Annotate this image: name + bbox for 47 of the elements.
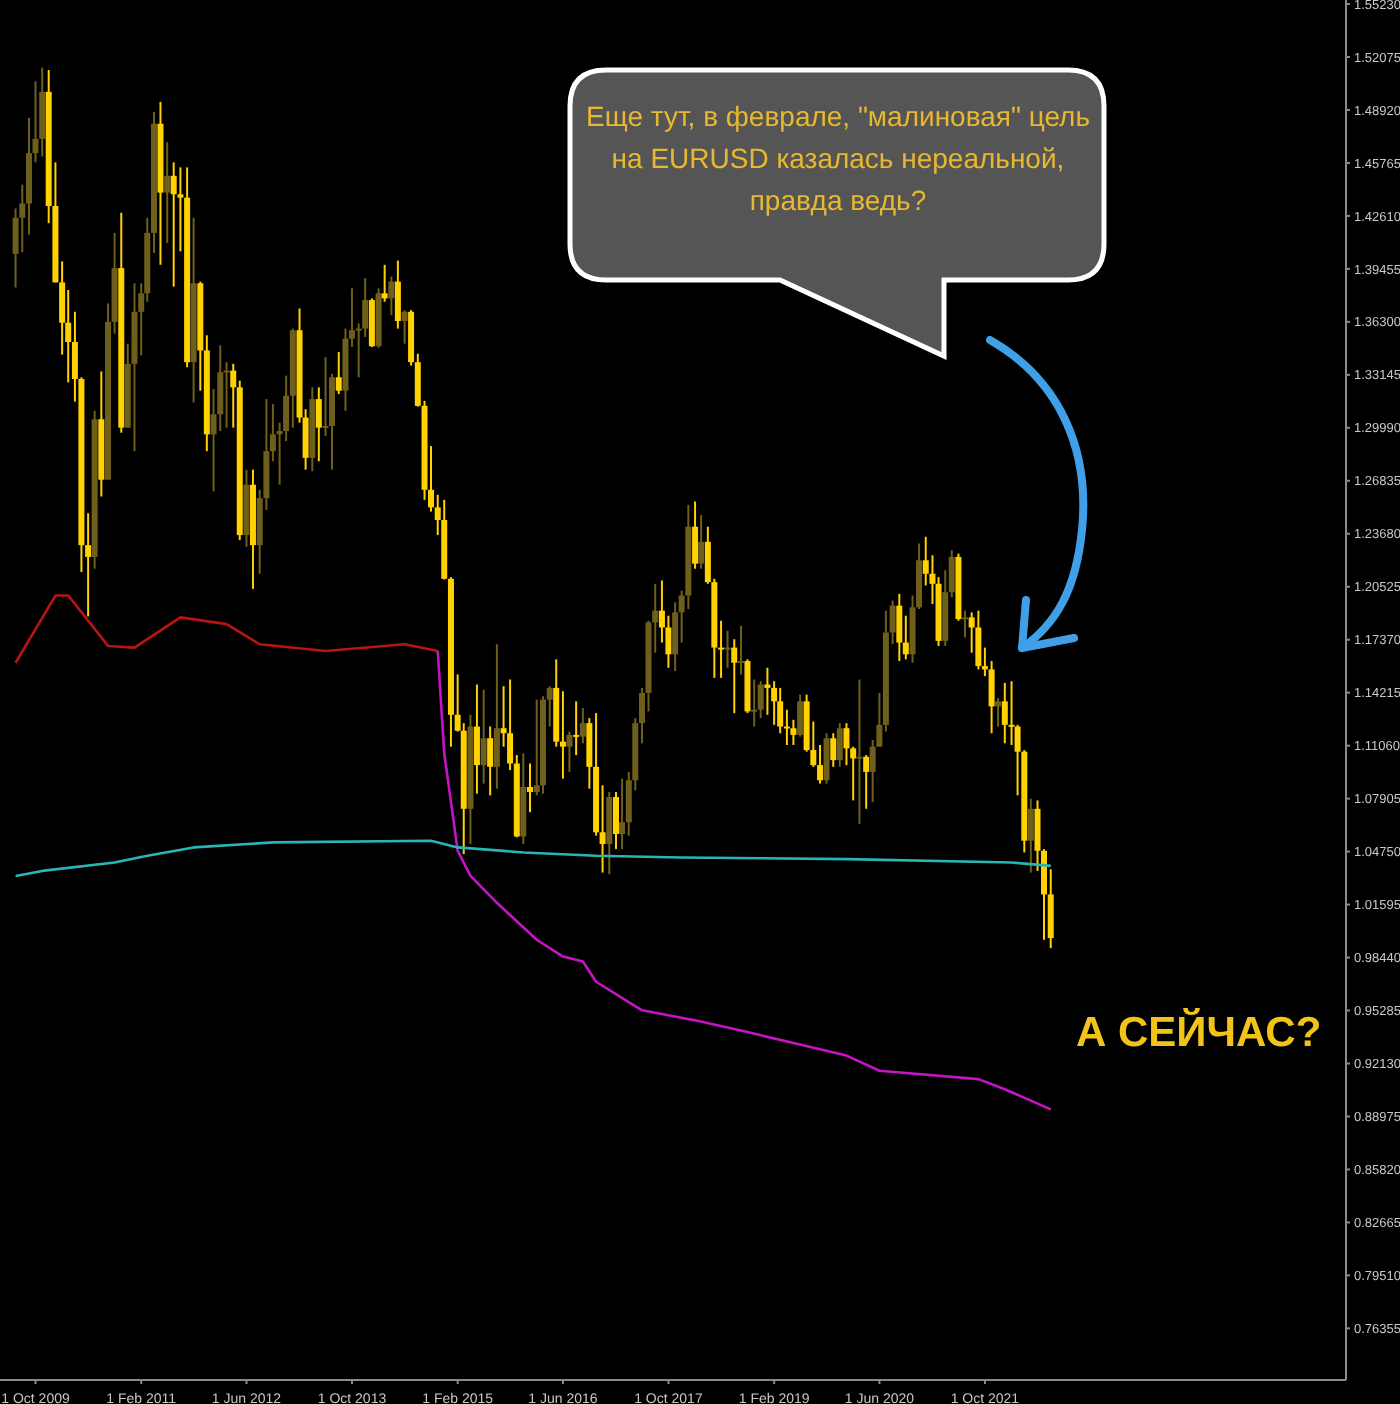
candlestick xyxy=(368,297,375,349)
line-series xyxy=(14,839,1053,878)
candlestick xyxy=(737,624,744,676)
candlestick xyxy=(170,161,177,288)
candlestick xyxy=(613,791,619,851)
candlestick xyxy=(797,693,804,738)
candlestick xyxy=(579,707,586,745)
candlestick xyxy=(480,688,487,785)
candlestick xyxy=(731,638,738,715)
line-series xyxy=(436,649,1053,1111)
line-series xyxy=(14,594,440,665)
annotation: А СЕЙЧАС? xyxy=(1076,1010,1324,1058)
candlestick xyxy=(823,732,830,785)
candlestick xyxy=(164,141,171,244)
candlestick xyxy=(315,386,322,463)
candlestick xyxy=(493,643,500,790)
candlestick xyxy=(1001,681,1008,745)
candlestick xyxy=(573,700,580,757)
candlestick xyxy=(724,629,731,669)
candlestick xyxy=(751,678,758,728)
candlestick xyxy=(401,309,408,345)
candlestick xyxy=(975,609,982,671)
candlestick xyxy=(533,698,540,797)
annotation: Еще тут, в феврале, "малиновая" цель на EURUSD казалась нереальной, правда ведь? xyxy=(586,98,1090,220)
candlestick xyxy=(790,718,797,746)
candlestick xyxy=(995,696,1002,728)
candlestick xyxy=(487,725,494,797)
candlestick xyxy=(961,609,968,639)
candlestick xyxy=(836,722,843,768)
candlestick xyxy=(388,275,395,317)
candlestick xyxy=(698,513,705,570)
candlestick xyxy=(39,66,46,158)
candlestick xyxy=(381,263,388,303)
candlestick xyxy=(757,680,764,720)
candlestick xyxy=(692,500,699,570)
candlestick xyxy=(856,678,863,825)
candlestick xyxy=(1027,797,1034,874)
candlestick xyxy=(394,259,401,330)
candlestick xyxy=(606,791,613,876)
candlestick xyxy=(335,351,342,396)
candlestick xyxy=(863,754,870,810)
candlestick xyxy=(473,683,480,795)
candlestick xyxy=(896,592,903,663)
candlestick xyxy=(830,732,837,768)
candlestick xyxy=(566,730,573,773)
candlestick xyxy=(619,777,626,851)
candlestick xyxy=(527,762,534,814)
